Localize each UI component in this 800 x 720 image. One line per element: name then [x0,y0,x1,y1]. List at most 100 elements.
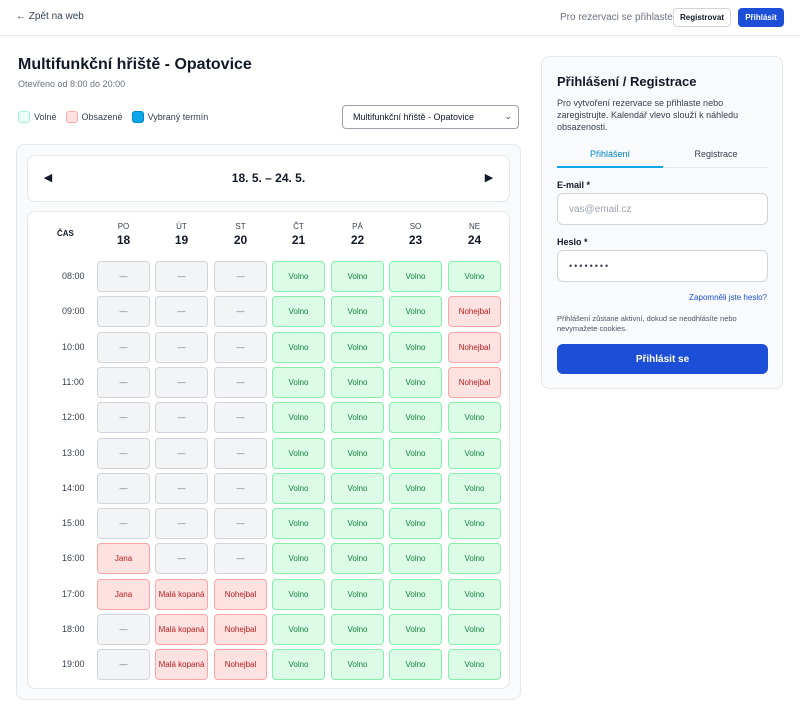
slot-free[interactable]: Volno [448,543,501,574]
slot-free[interactable]: Volno [389,508,442,539]
slot-free[interactable]: Volno [272,579,325,610]
prev-week-icon[interactable]: ◀ [43,172,53,184]
slot-busy[interactable]: Malá kopaná [155,649,208,680]
day-date: 18 [116,233,131,247]
slot-busy[interactable]: Malá kopaná [155,579,208,610]
submit-login-button[interactable]: Přihlásit se [557,344,768,374]
slot-busy[interactable]: Nohejbal [214,649,267,680]
slot-free[interactable]: Volno [448,261,501,292]
slot-past[interactable]: — [214,296,267,327]
slot-past[interactable]: — [155,438,208,469]
slot-past[interactable]: — [97,649,150,680]
slot-free[interactable]: Volno [389,261,442,292]
slot-free[interactable]: Volno [272,649,325,680]
slot-free[interactable]: Volno [331,649,384,680]
slot-free[interactable]: Volno [331,332,384,363]
slot-free[interactable]: Volno [272,367,325,398]
slot-busy[interactable]: Nohejbal [448,296,501,327]
slot-free[interactable]: Volno [389,438,442,469]
slot-busy[interactable]: Nohejbal [448,332,501,363]
login-button[interactable]: Přihlásit [738,8,784,27]
slot-busy[interactable]: Malá kopaná [155,614,208,645]
slot-past[interactable]: — [97,296,150,327]
slot-past[interactable]: — [155,296,208,327]
register-button[interactable]: Registrovat [673,8,731,27]
slot-past[interactable]: — [214,402,267,433]
slot-free[interactable]: Volno [448,508,501,539]
slot-free[interactable]: Volno [331,473,384,504]
slot-free[interactable]: Volno [272,543,325,574]
slot-free[interactable]: Volno [389,296,442,327]
slot-past[interactable]: — [155,543,208,574]
slot-busy[interactable]: Jana [97,579,150,610]
slot-past[interactable]: — [155,508,208,539]
slot-free[interactable]: Volno [389,367,442,398]
slot-past[interactable]: — [97,367,150,398]
slot-free[interactable]: Volno [389,614,442,645]
slot-past[interactable]: — [155,473,208,504]
day-header: PO 18 [97,221,150,248]
slot-free[interactable]: Volno [448,402,501,433]
slot-free[interactable]: Volno [389,543,442,574]
slot-busy[interactable]: Nohejbal [448,367,501,398]
next-week-icon[interactable]: ▶ [484,172,494,184]
slot-free[interactable]: Volno [331,261,384,292]
slot-free[interactable]: Volno [331,508,384,539]
slot-past[interactable]: — [97,614,150,645]
slot-free[interactable]: Volno [331,543,384,574]
email-field[interactable]: vas@email.cz [557,193,768,225]
slot-past[interactable]: — [214,473,267,504]
slot-past[interactable]: — [155,402,208,433]
slot-free[interactable]: Volno [448,649,501,680]
slot-past[interactable]: — [97,438,150,469]
slot-past[interactable]: — [97,402,150,433]
slot-free[interactable]: Volno [448,473,501,504]
slot-free[interactable]: Volno [272,296,325,327]
slot-free[interactable]: Volno [389,332,442,363]
tab-login[interactable]: Přihlášení [557,147,663,168]
slot-free[interactable]: Volno [331,296,384,327]
slot-free[interactable]: Volno [448,438,501,469]
slot-busy[interactable]: Jana [97,543,150,574]
legend-selected-label: Vybraný termín [147,112,209,122]
slot-free[interactable]: Volno [272,614,325,645]
slot-free[interactable]: Volno [272,473,325,504]
password-field[interactable]: •••••••• [557,250,768,282]
slot-free[interactable]: Volno [331,367,384,398]
slot-past[interactable]: — [97,473,150,504]
slot-past[interactable]: — [155,332,208,363]
slot-free[interactable]: Volno [389,579,442,610]
forgot-password-link[interactable]: Zapomněli jste heslo? [689,293,767,302]
slot-free[interactable]: Volno [331,614,384,645]
slot-free[interactable]: Volno [272,508,325,539]
slot-free[interactable]: Volno [389,402,442,433]
slot-free[interactable]: Volno [272,402,325,433]
slot-past[interactable]: — [155,367,208,398]
slot-past[interactable]: — [214,543,267,574]
slot-free[interactable]: Volno [272,438,325,469]
slot-free[interactable]: Volno [331,579,384,610]
slot-busy[interactable]: Nohejbal [214,579,267,610]
slot-busy[interactable]: Nohejbal [214,614,267,645]
slot-free[interactable]: Volno [331,402,384,433]
slot-past[interactable]: — [214,332,267,363]
slot-past[interactable]: — [97,332,150,363]
slot-past[interactable]: — [214,261,267,292]
slot-free[interactable]: Volno [331,438,384,469]
slot-free[interactable]: Volno [272,261,325,292]
time-label: 18:00 [62,624,85,634]
facility-select[interactable]: Multifunkční hřiště - Opatovice ⌄ [342,105,519,129]
back-to-web-link[interactable]: ← Zpět na web [16,11,84,22]
slot-past[interactable]: — [97,508,150,539]
slot-past[interactable]: — [97,261,150,292]
slot-past[interactable]: — [214,367,267,398]
slot-past[interactable]: — [214,508,267,539]
slot-free[interactable]: Volno [448,614,501,645]
slot-free[interactable]: Volno [448,579,501,610]
slot-free[interactable]: Volno [389,473,442,504]
slot-free[interactable]: Volno [389,649,442,680]
slot-past[interactable]: — [155,261,208,292]
tab-register[interactable]: Registrace [694,149,738,159]
slot-free[interactable]: Volno [272,332,325,363]
slot-past[interactable]: — [214,438,267,469]
